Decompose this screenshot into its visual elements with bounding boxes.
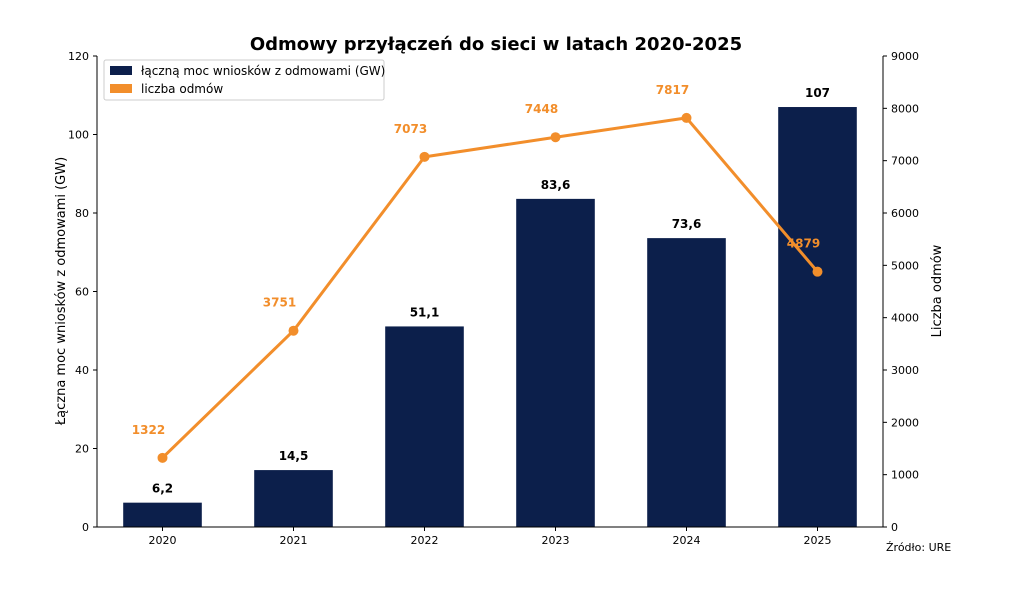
y-axis-right-label: Liczba odmów: [930, 244, 945, 337]
y-left-tick-label-120: 120: [68, 50, 89, 63]
bar-2025: [778, 107, 857, 528]
y-right-tick-label-8000: 8000: [891, 102, 919, 115]
line-value-label-2024: 7817: [656, 83, 689, 97]
bar-value-label-2020: 6,2: [152, 482, 173, 496]
y-left-tick-label-0: 0: [82, 521, 89, 534]
y-left-tick-label-80: 80: [75, 207, 89, 220]
y-right-tick-label-2000: 2000: [891, 416, 919, 429]
x-tick-label-2020: 2020: [149, 534, 177, 547]
legend-frame: [103, 59, 385, 101]
bar-value-label-2021: 14,5: [279, 449, 309, 463]
bar-2020: [123, 502, 202, 527]
legend-line-label: liczba odmów: [141, 82, 223, 96]
line-point-2025: [812, 266, 823, 277]
y-left-tick-label-20: 20: [75, 443, 89, 456]
chart-title: Odmowy przyłączeń do sieci w latach 2020…: [250, 34, 742, 55]
y-right-tick-label-4000: 4000: [891, 312, 919, 325]
line-point-2022: [419, 151, 430, 162]
line-value-label-2020: 1322: [132, 423, 165, 437]
y-right-tick-label-5000: 5000: [891, 259, 919, 272]
bar-value-label-2022: 51,1: [410, 305, 440, 319]
data-labels-layer: 6,2 14,5 51,1 83,6 73,6 107 1322 3751 7073 7448 78…: [132, 83, 830, 496]
source-note: Źródło: URE: [886, 541, 951, 554]
y-left-tick-label-100: 100: [68, 129, 89, 142]
x-tick-label-2021: 2021: [280, 534, 308, 547]
legend: łączną moc wniosków z odmowami (GW) licz…: [103, 59, 385, 101]
x-tick-label-2025: 2025: [804, 534, 832, 547]
y-left-tick-label-40: 40: [75, 364, 89, 377]
bar-2024: [647, 238, 726, 527]
y-right-tick-label-7000: 7000: [891, 155, 919, 168]
legend-bar-label: łączną moc wniosków z odmowami (GW): [141, 64, 385, 78]
line-point-2020: [157, 452, 168, 463]
line-value-label-2022: 7073: [394, 122, 427, 136]
legend-bar-swatch: [110, 66, 132, 75]
line-point-2024: [681, 112, 692, 123]
line-point-2021: [288, 325, 299, 336]
bars-layer: [123, 107, 857, 528]
line-value-label-2025: 4879: [787, 237, 820, 251]
x-tick-label-2024: 2024: [673, 534, 701, 547]
x-tick-label-2022: 2022: [411, 534, 439, 547]
y-left-tick-label-60: 60: [75, 286, 89, 299]
y-right-tick-label-0: 0: [891, 521, 898, 534]
y-right-tick-label-1000: 1000: [891, 469, 919, 482]
y-right-tick-label-3000: 3000: [891, 364, 919, 377]
bar-value-label-2025: 107: [805, 86, 830, 100]
line-layer: [157, 112, 823, 463]
bar-2021: [254, 470, 333, 527]
bar-value-label-2024: 73,6: [672, 217, 702, 231]
series-line-liczba-odmow: [161, 116, 819, 459]
y-axis-left-label: Łączna moc wniosków z odmowami (GW): [54, 157, 69, 426]
axes-layer: 0 20 40 60 80 100 120 0 1000 2000 3000 4000 5000 6000…: [68, 50, 919, 547]
bar-2022: [385, 326, 464, 527]
x-tick-label-2023: 2023: [542, 534, 570, 547]
legend-line-swatch: [110, 84, 132, 93]
y-right-tick-label-6000: 6000: [891, 207, 919, 220]
y-right-tick-label-9000: 9000: [891, 50, 919, 63]
bar-value-label-2023: 83,6: [541, 178, 571, 192]
line-value-label-2023: 7448: [525, 102, 558, 116]
line-point-2023: [550, 132, 561, 143]
bar-2023: [516, 198, 595, 527]
line-value-label-2021: 3751: [263, 296, 296, 310]
